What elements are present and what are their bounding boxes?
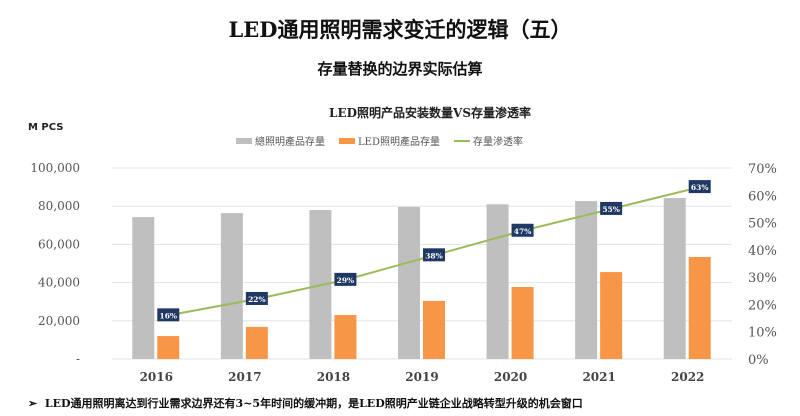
page-subtitle: 存量替换的边界实际估算 [317,60,483,78]
y2-tick-label: 30% [748,271,777,286]
bar-total [220,213,243,359]
page-title: LED通用照明需求变迁的逻辑（五） [228,17,572,42]
data-label: 55% [602,205,620,214]
bullet-icon: ➢ [28,397,38,410]
legend-swatch-rate [453,139,470,142]
x-tick-label: 2020 [494,370,527,384]
bar-led [688,257,711,359]
data-label: 29% [337,276,355,285]
data-label-bg [688,180,711,194]
data-label: 38% [425,251,443,260]
y2-tick-label: 50% [748,217,777,232]
chart-title: LED照明产品安装数量VS存量渗透率 [329,106,531,120]
data-label: 22% [248,295,266,304]
bar-led [423,300,445,359]
x-tick-label: 2018 [317,370,350,384]
y-axis-unit: M PCS [28,122,64,133]
y-tick-label: 60,000 [38,237,80,251]
bar-led [600,272,623,359]
bar-led [511,286,534,359]
data-label-bg [245,291,268,305]
y-tick-label: 40,000 [38,276,80,290]
data-label-bg [511,223,534,237]
bar-total [398,206,420,359]
legend-item-total: 總照明產品存量 [236,133,325,148]
data-label-bg [157,308,180,322]
y-tick-label: 100,000 [30,161,80,175]
data-label-bg [334,272,357,286]
legend-label-led: LED照明產品存量 [358,137,440,148]
bar-total [663,197,686,359]
bar-total [486,204,509,359]
data-label: 63% [691,183,709,192]
data-label-bg [600,201,623,215]
y-tick-label: 80,000 [38,199,80,213]
legend-label-total: 總照明產品存量 [255,137,325,148]
y2-tick-label: 70% [748,162,777,177]
x-tick-label: 2021 [582,370,615,384]
legend-label-rate: 存量滲透率 [472,137,523,148]
legend-item-led: LED照明產品存量 [339,133,440,148]
data-label: 47% [514,227,532,236]
footnote-text: LED通用照明离达到行业需求边界还有3~5年时间的缓冲期，是LED照明产业链企业… [44,397,583,410]
legend: 總照明產品存量 LED照明產品存量 存量滲透率 [236,133,523,148]
footnote: ➢ LED通用照明离达到行业需求边界还有3~5年时间的缓冲期，是LED照明产业链… [28,395,583,411]
x-tick-label: 2016 [140,370,173,384]
bar-total [132,217,155,359]
y2-tick-label: 60% [748,189,777,204]
y2-tick-label: 40% [748,244,777,259]
legend-swatch-total [236,137,252,144]
bar-led [157,336,180,359]
bar-led [334,315,357,359]
y2-tick-label: 0% [748,353,769,368]
y2-tick-label: 20% [748,298,777,313]
legend-swatch-led [339,137,355,144]
x-tick-label: 2017 [228,370,261,384]
x-tick-label: 2022 [671,370,704,384]
y-tick-label: - [76,352,80,366]
legend-item-rate: 存量滲透率 [453,133,523,148]
bar-total [575,201,598,359]
bar-led [245,326,268,359]
y-tick-label: 20,000 [38,314,80,328]
x-tick-label: 2019 [405,370,438,384]
data-label: 16% [159,311,177,320]
data-label-bg [423,248,445,262]
y2-tick-label: 10% [748,326,777,341]
